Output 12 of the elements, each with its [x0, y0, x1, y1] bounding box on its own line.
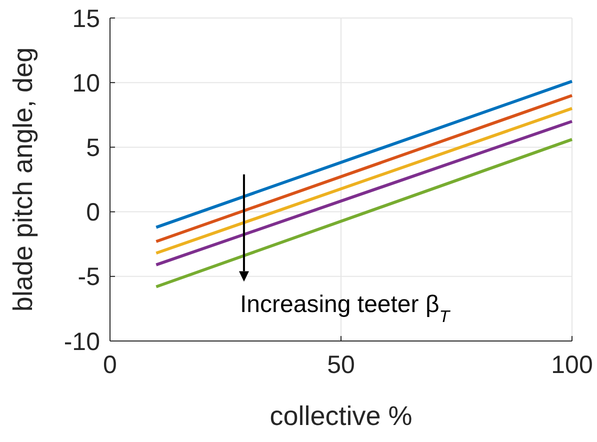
y-tick-label: 10 [72, 69, 100, 98]
y-tick-label: 0 [86, 198, 100, 227]
y-axis-title: blade pitch angle, deg [8, 47, 38, 312]
x-tick-label: 0 [103, 351, 117, 379]
x-axis-title: collective % [270, 401, 412, 431]
y-tick-label: 5 [86, 134, 100, 162]
annotation: Increasing teeter β$_{T}$ [240, 291, 452, 326]
x-tick-label: 50 [327, 351, 355, 379]
y-tick-label: -10 [64, 328, 100, 356]
x-tick-label: 100 [551, 351, 593, 379]
y-tick-label: 15 [72, 4, 100, 33]
y-tick-label: -5 [78, 263, 100, 292]
